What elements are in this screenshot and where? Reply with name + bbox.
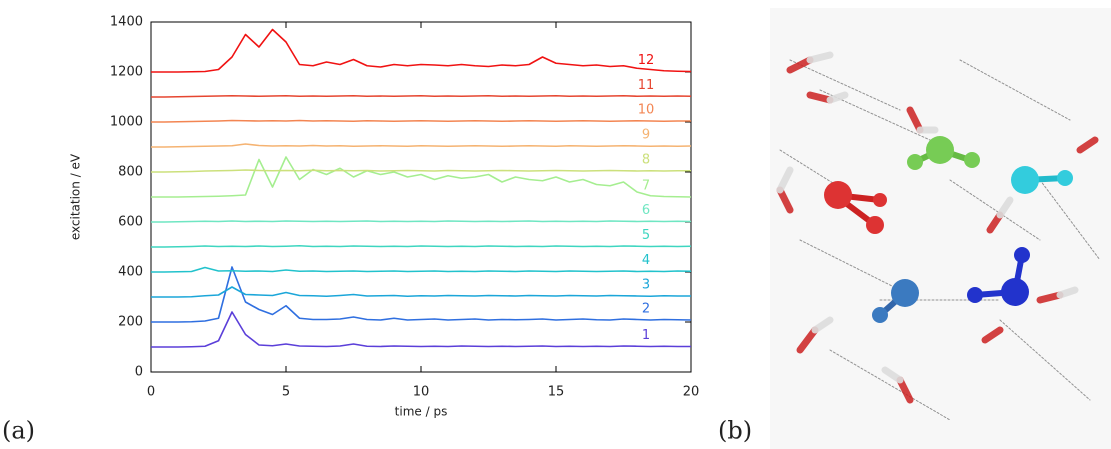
series-label: 9 [642,128,650,143]
series-line [151,311,691,348]
series-label: 8 [642,152,650,167]
series-line [151,169,691,173]
x-tick-label: 10 [413,385,430,400]
molecule-image [776,51,1101,421]
series-line [151,286,691,298]
y-axis-label: excitation / eV [69,153,83,240]
series-label: 2 [642,302,650,317]
x-tick-label: 5 [282,385,290,400]
x-tick-label: 15 [548,385,565,400]
series-label: 11 [638,78,655,93]
series-label: 12 [638,53,655,68]
series-line [151,266,692,273]
panel-label: (b) [718,417,752,445]
series-label: 6 [642,203,650,218]
series-line [151,143,692,148]
series-line [151,28,692,73]
series-line [151,266,692,323]
y-tick-label: 0 [135,365,143,380]
series-label: 7 [642,179,650,194]
y-tick-label: 600 [118,215,143,230]
series-line [151,94,692,98]
series-line [151,220,692,223]
molecule-image-bg [770,8,1111,449]
x-tick-label: 20 [683,385,700,400]
y-tick-label: 1400 [110,15,143,30]
y-tick-label: 400 [118,265,143,280]
y-tick-label: 200 [118,315,143,330]
panel-label: (a) [2,417,35,445]
series-label: 5 [642,228,650,243]
y-tick-label: 800 [118,165,143,180]
y-tick-label: 1000 [110,115,143,130]
y-tick-label: 1200 [110,65,143,80]
series-label: 1 [642,328,650,343]
series-line [151,156,692,198]
series-label: 10 [638,103,655,118]
series-label: 3 [642,278,650,293]
series-line [151,119,691,123]
x-axis-label: time / ps [395,405,448,419]
series-line [151,244,692,248]
x-tick-label: 0 [147,385,155,400]
series-label: 4 [642,253,650,268]
